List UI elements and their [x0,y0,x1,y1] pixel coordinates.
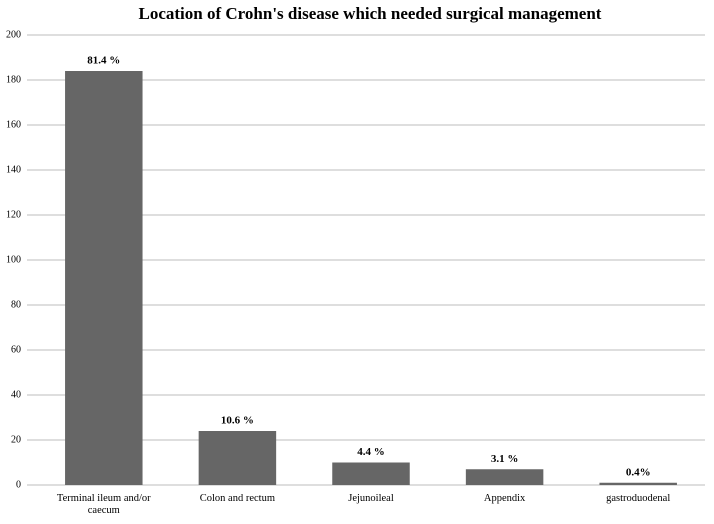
bar [65,71,143,485]
x-tick-label: Appendix [483,493,526,504]
y-tick-label: 0 [16,479,21,490]
y-tick-label: 120 [6,209,21,220]
y-tick-label: 40 [11,389,21,400]
x-tick-label-box: Appendix [483,493,526,504]
y-tick-label: 80 [11,299,21,310]
x-tick-label-box: Terminal ileum and/or caecum [56,493,151,516]
x-tick-label: gastroduodenal [606,493,671,504]
bar [599,482,677,485]
y-tick-label: 200 [6,29,21,40]
x-tick-label: Jejunoileal [348,493,394,504]
bar [465,469,544,485]
y-tick-label: 100 [6,254,21,265]
bar-label: 81.4 % [87,55,120,67]
x-tick-label-box: gastroduodenal [606,493,671,504]
bar [198,431,277,485]
x-tick-label-box: Jejunoileal [348,493,394,504]
bar-label: 3.1 % [491,453,519,465]
bar [332,462,410,485]
chart-title: Location of Crohn's disease which needed… [139,4,602,23]
y-tick-label: 180 [6,74,21,85]
y-tick-label: 20 [11,434,21,445]
x-tick-label: Terminal ileum and/or caecum [56,493,151,516]
y-tick-label: 60 [11,344,21,355]
bar-label: 0.4% [626,466,651,478]
x-tick-label: Colon and rectum [199,493,275,504]
bar-label: 4.4 % [357,446,385,458]
bar-label: 10.6 % [221,415,254,427]
x-tick-label-box: Colon and rectum [199,493,275,504]
y-tick-label: 140 [6,164,21,175]
y-tick-label: 160 [6,119,21,130]
